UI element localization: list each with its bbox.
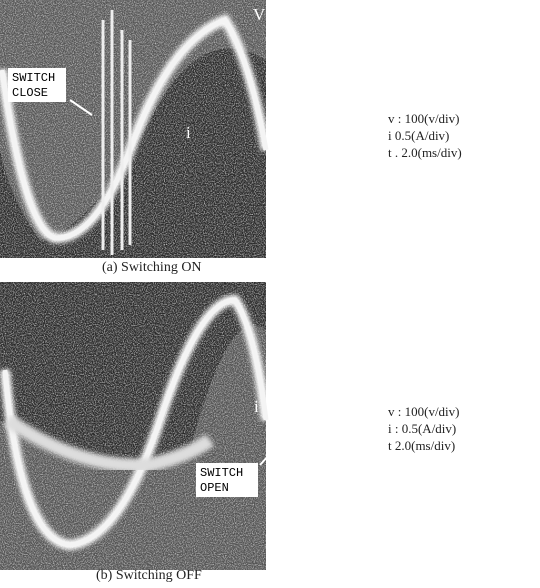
switch-label: SWITCH xyxy=(200,466,243,480)
i-label: i xyxy=(186,123,191,142)
scale-a: v : 100(v/div) i 0.5(A/div) t . 2.0(ms/d… xyxy=(388,110,462,161)
caption: (b) Switching OFF xyxy=(96,568,202,583)
scale-line: i 0.5(A/div) xyxy=(388,128,450,143)
scale-line: t 2.0(ms/div) xyxy=(388,438,456,453)
scale-line: t . 2.0(ms/div) xyxy=(388,145,462,160)
switch-label: CLOSE xyxy=(12,86,48,100)
switch-label: OPEN xyxy=(200,481,229,495)
v-label: V xyxy=(272,375,285,394)
caption: (a) Switching ON xyxy=(102,260,202,275)
i-label: i xyxy=(254,397,259,416)
v-label: V xyxy=(253,5,266,24)
scale-line: i : 0.5(A/div) xyxy=(388,421,457,436)
scale-b: v : 100(v/div) i : 0.5(A/div) t 2.0(ms/d… xyxy=(388,403,460,454)
scale-line: v : 100(v/div) xyxy=(388,404,460,419)
scope-a: SWITCH CLOSE V i xyxy=(0,0,271,258)
switch-label: SWITCH xyxy=(12,71,55,85)
scale-line: v : 100(v/div) xyxy=(388,111,460,126)
scope-b: SWITCH OPEN V i xyxy=(0,282,285,570)
